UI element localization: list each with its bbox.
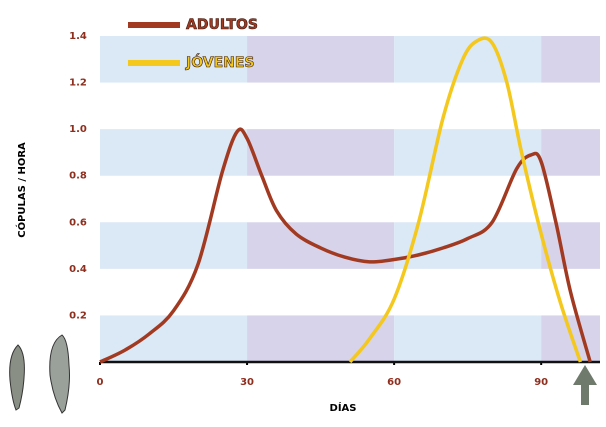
y-tick-label: 1.0 — [69, 124, 87, 135]
legend-label: ADULTOS — [186, 17, 258, 33]
x-axis-label: DÍAS — [330, 401, 357, 414]
x-tick-label: 60 — [387, 377, 401, 388]
chart: DÍAS CÓPULAS / HORA 0.2 0.4 0.6 0.8 1.0 1.2 1.… — [0, 0, 606, 427]
y-tick-label: 0.8 — [69, 171, 87, 182]
band — [541, 36, 600, 83]
y-axis-label: CÓPULAS / HORA — [15, 142, 28, 238]
x-tick-label: 30 — [240, 377, 254, 388]
legend-label: JÓVENES — [185, 53, 255, 71]
background — [100, 36, 600, 362]
band — [247, 36, 394, 83]
bird-icons — [10, 335, 70, 413]
y-tick-label: 0.2 — [69, 310, 87, 321]
band — [100, 315, 247, 362]
band — [394, 36, 541, 83]
y-tick-label: 1.2 — [69, 78, 87, 89]
y-tick-label: 0.6 — [69, 217, 87, 228]
y-tick-label: 0.4 — [69, 264, 87, 275]
band — [541, 129, 600, 176]
band — [247, 129, 394, 176]
y-tick-label: 1.4 — [69, 31, 87, 42]
band — [394, 315, 541, 362]
band — [247, 315, 394, 362]
band — [100, 222, 247, 269]
series-line — [350, 38, 580, 362]
x-tick-label: 0 — [97, 377, 104, 388]
x-tick-label: 90 — [534, 377, 548, 388]
arrow-marker — [573, 365, 597, 405]
